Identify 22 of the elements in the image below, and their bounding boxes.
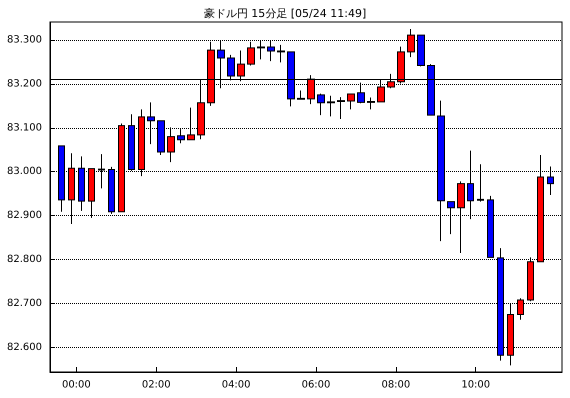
- candlestick: [347, 94, 355, 110]
- candlestick: [337, 96, 345, 120]
- candlestick: [297, 90, 305, 100]
- candlestick: [277, 44, 285, 63]
- x-tick-label: 06:00: [302, 380, 330, 390]
- candlestick: [367, 97, 375, 110]
- x-tick-label: 00:00: [62, 380, 91, 390]
- y-tick-label: 82.800: [7, 254, 42, 266]
- candlestick: [317, 93, 325, 116]
- x-tick-label: 04:00: [222, 380, 251, 390]
- y-tick-label: 82.900: [7, 210, 42, 222]
- x-tick-label: 10:00: [461, 380, 490, 390]
- y-tick-label: 83.200: [7, 78, 42, 90]
- x-tick-label: 08:00: [381, 380, 410, 390]
- candlestick: [327, 95, 335, 117]
- y-tick-label: 83.300: [7, 34, 42, 46]
- y-tick-label: 83.100: [7, 122, 42, 134]
- chart-title: 豪ドル円 15分足 [05/24 11:49]: [204, 7, 366, 20]
- y-tick-label: 82.600: [7, 342, 42, 353]
- y-tick-label: 82.700: [7, 298, 42, 309]
- y-tick-label: 83.000: [7, 166, 42, 178]
- x-tick-label: 02:00: [142, 380, 171, 390]
